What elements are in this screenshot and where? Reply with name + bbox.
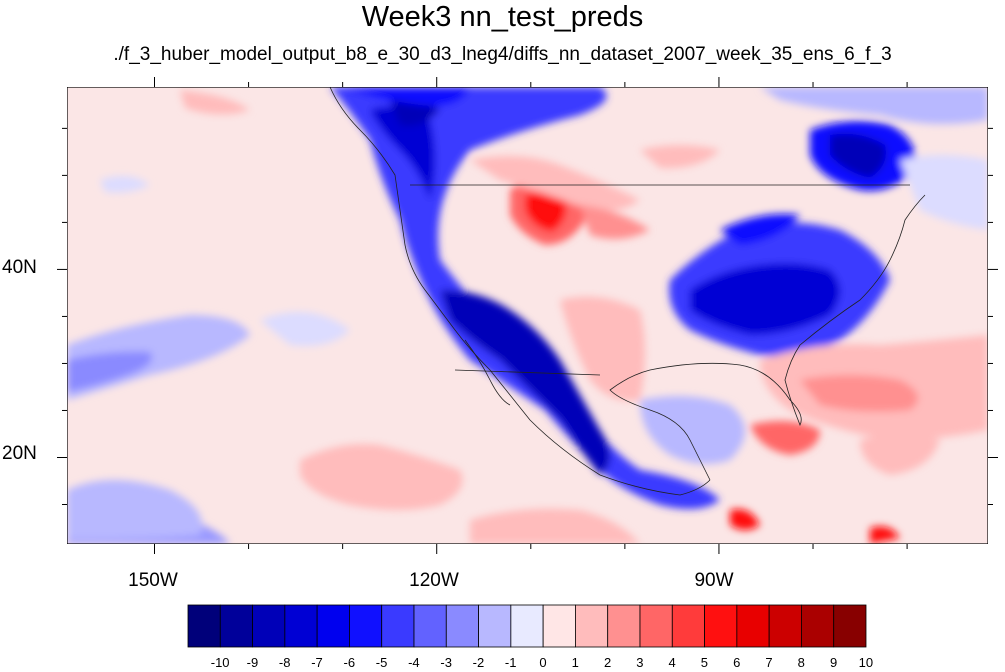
colorbar-tick-label: 3 [636,655,644,670]
lon-label-150w: 150W [128,570,178,591]
lat-label-20n: 20N [2,443,37,464]
colorbar-swatch [801,604,835,648]
colorbar-swatch [413,604,447,648]
colorbar-swatch [671,604,705,648]
colorbar-swatch [833,604,867,648]
colorbar-tick-label: -2 [472,655,485,670]
coastlines [329,87,926,496]
map-title: Week3 nn_test_preds [361,1,644,33]
anomaly-field [67,87,988,544]
colorbar-tick-label: 8 [797,655,805,670]
colorbar-swatch [445,604,479,648]
colorbar-swatch [252,604,286,648]
lon-label-120w: 120W [409,570,459,591]
colorbar-tick-label: -4 [408,655,420,670]
colorbar-tick-label: 5 [700,655,709,670]
colorbar-tick-label: 4 [668,655,676,670]
colorbar-tick-label: -1 [504,655,517,670]
colorbar-swatch [704,604,738,648]
colorbar-swatch [768,604,802,648]
colorbar-swatch [219,604,253,648]
colorbar-swatch [510,604,544,648]
colorbar-tick-label: -9 [246,655,259,670]
colorbar-swatch [607,604,641,648]
colorbar-tick-label: 9 [829,655,838,670]
colorbar-tick-label: -8 [278,655,291,670]
colorbar-swatch [542,604,576,648]
lat-label-40n: 40N [2,257,37,278]
colorbar-swatch [478,604,512,648]
map-subtitle: ./f_3_huber_model_output_b8_e_30_d3_lneg… [113,44,892,65]
colorbar-tick-label: -6 [343,655,356,670]
colorbar-tick-label: -3 [440,655,452,670]
colorbar-swatch [639,604,673,648]
colorbar-swatch [381,604,415,648]
colorbar-tick-label: -5 [375,655,388,670]
lon-label-90w: 90W [694,570,734,591]
colorbar-tick-label: 7 [765,655,773,670]
colorbar-swatch [284,604,318,648]
colorbar-swatch [575,604,609,648]
colorbar-tick-label: -10 [210,655,230,670]
colorbar-tick-label: 2 [603,655,612,670]
colorbar-swatch [187,604,221,648]
colorbar-tick-label: 10 [858,655,874,670]
colorbar-swatch [316,604,350,648]
colorbar-swatch [349,604,383,648]
colorbar-tick-label: 6 [733,655,741,670]
colorbar-tick-label: 0 [539,655,547,670]
colorbar-swatch [736,604,770,648]
colorbar-tick-label: 1 [571,655,579,670]
map-ticks [57,77,998,554]
colorbar-tick-label: -7 [311,655,323,670]
